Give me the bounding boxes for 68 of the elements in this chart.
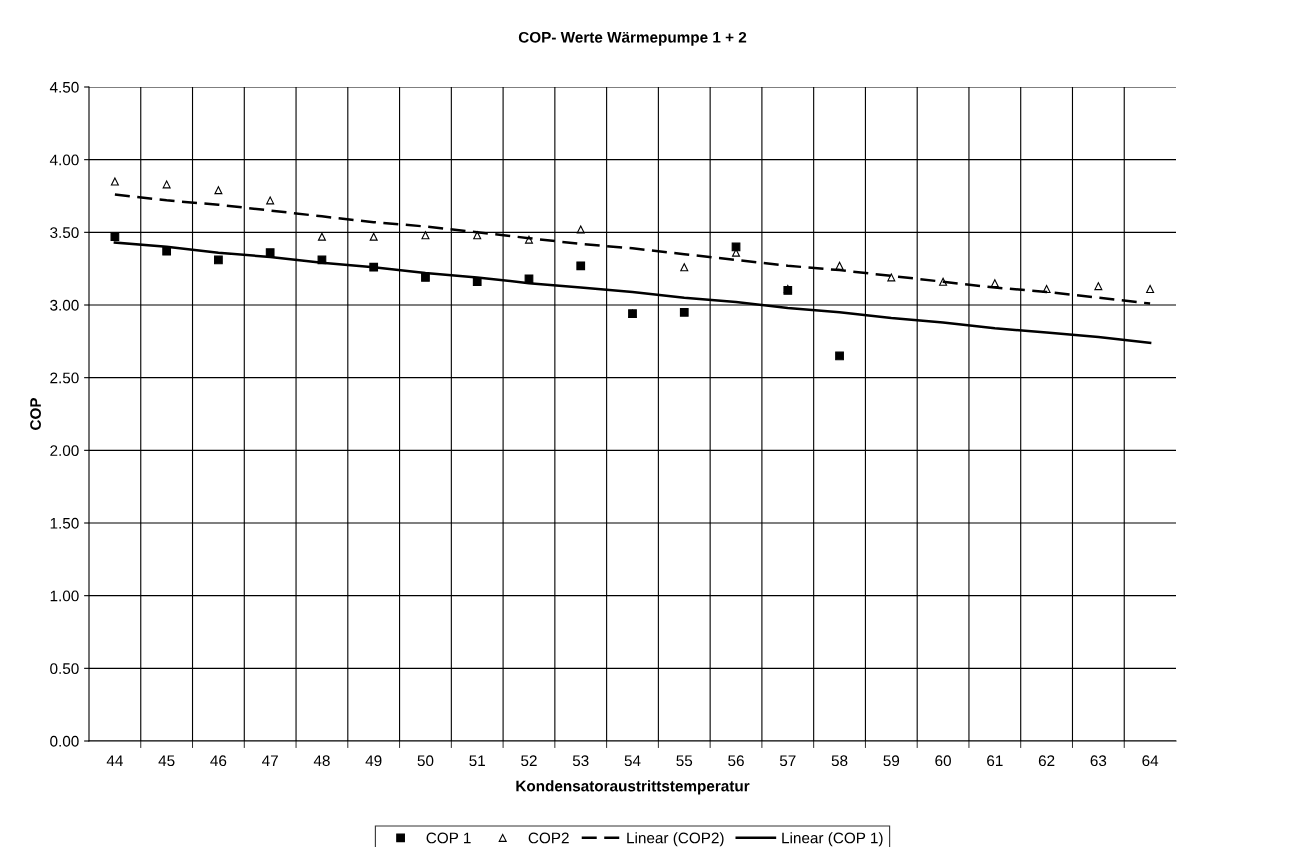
point xyxy=(990,279,999,288)
x-tick-label: 52 xyxy=(521,755,537,767)
point xyxy=(421,231,430,240)
point xyxy=(680,263,689,272)
point xyxy=(369,262,379,272)
point xyxy=(369,232,378,241)
point xyxy=(110,232,120,242)
x-tick-label: 46 xyxy=(210,755,227,767)
x-tick-label: 49 xyxy=(365,755,382,767)
point xyxy=(835,351,844,361)
chart-title: COP- Werte Wärmepumpe 1 + 2 xyxy=(518,31,747,46)
y-tick-label: 1.50 xyxy=(50,517,79,529)
point xyxy=(266,196,275,205)
y-tick-label: 0.50 xyxy=(50,663,79,675)
x-tick-label: 51 xyxy=(469,755,485,767)
x-tick-label: 60 xyxy=(935,755,951,767)
y-tick-label: 1.00 xyxy=(50,590,79,602)
x-tick-label: 56 xyxy=(728,755,744,767)
point xyxy=(835,261,844,270)
point xyxy=(576,261,586,271)
x-tick-label: 47 xyxy=(262,755,278,766)
point xyxy=(731,242,741,252)
x-tick-label: 57 xyxy=(779,755,796,767)
point xyxy=(473,231,482,240)
point xyxy=(472,277,482,287)
point xyxy=(317,232,326,241)
x-tick-label: 62 xyxy=(1038,755,1055,767)
point xyxy=(679,307,689,317)
y-axis-title: COP xyxy=(30,397,41,430)
x-tick-label: 64 xyxy=(1142,755,1159,767)
point xyxy=(110,177,119,186)
point xyxy=(214,186,223,195)
y-tick-label: 2.00 xyxy=(50,445,79,457)
x-tick-label: 58 xyxy=(831,755,848,767)
x-tick-label: 45 xyxy=(158,755,175,767)
point xyxy=(524,274,534,284)
x-tick-label: 55 xyxy=(676,755,693,767)
point xyxy=(162,180,171,189)
legend-label: COP 1 xyxy=(426,832,471,844)
x-tick-label: 48 xyxy=(313,755,330,767)
y-tick-label: 2.50 xyxy=(50,372,79,384)
point xyxy=(576,225,585,234)
x-tick-label: 63 xyxy=(1090,755,1107,767)
point xyxy=(162,246,172,256)
x-tick-label: 54 xyxy=(624,755,641,767)
point xyxy=(939,277,948,286)
legend-label: COP2 xyxy=(528,832,569,844)
y-tick-label: 4.50 xyxy=(49,81,79,93)
point xyxy=(1146,284,1155,294)
y-tick-label: 3.50 xyxy=(50,227,79,239)
y-tick-label: 0.00 xyxy=(50,735,79,747)
point xyxy=(524,235,534,244)
x-tick-label: 50 xyxy=(417,755,434,767)
y-tick-label: 3.00 xyxy=(50,299,79,311)
legend-label: Linear (COP 1) xyxy=(782,832,883,847)
point xyxy=(887,273,896,282)
point xyxy=(1042,284,1051,294)
x-tick-label: 44 xyxy=(106,755,123,766)
point xyxy=(421,273,430,282)
x-tick-label: 59 xyxy=(883,755,900,767)
x-tick-label: 53 xyxy=(572,755,589,767)
x-axis-title: Kondensatoraustrittstemperatur xyxy=(516,780,750,795)
legend-label: Linear (COP2) xyxy=(627,832,724,847)
point xyxy=(214,255,223,265)
x-tick-label: 61 xyxy=(987,755,1003,767)
point xyxy=(265,248,275,258)
y-tick-label: 4.00 xyxy=(49,154,79,166)
point xyxy=(1094,282,1103,291)
